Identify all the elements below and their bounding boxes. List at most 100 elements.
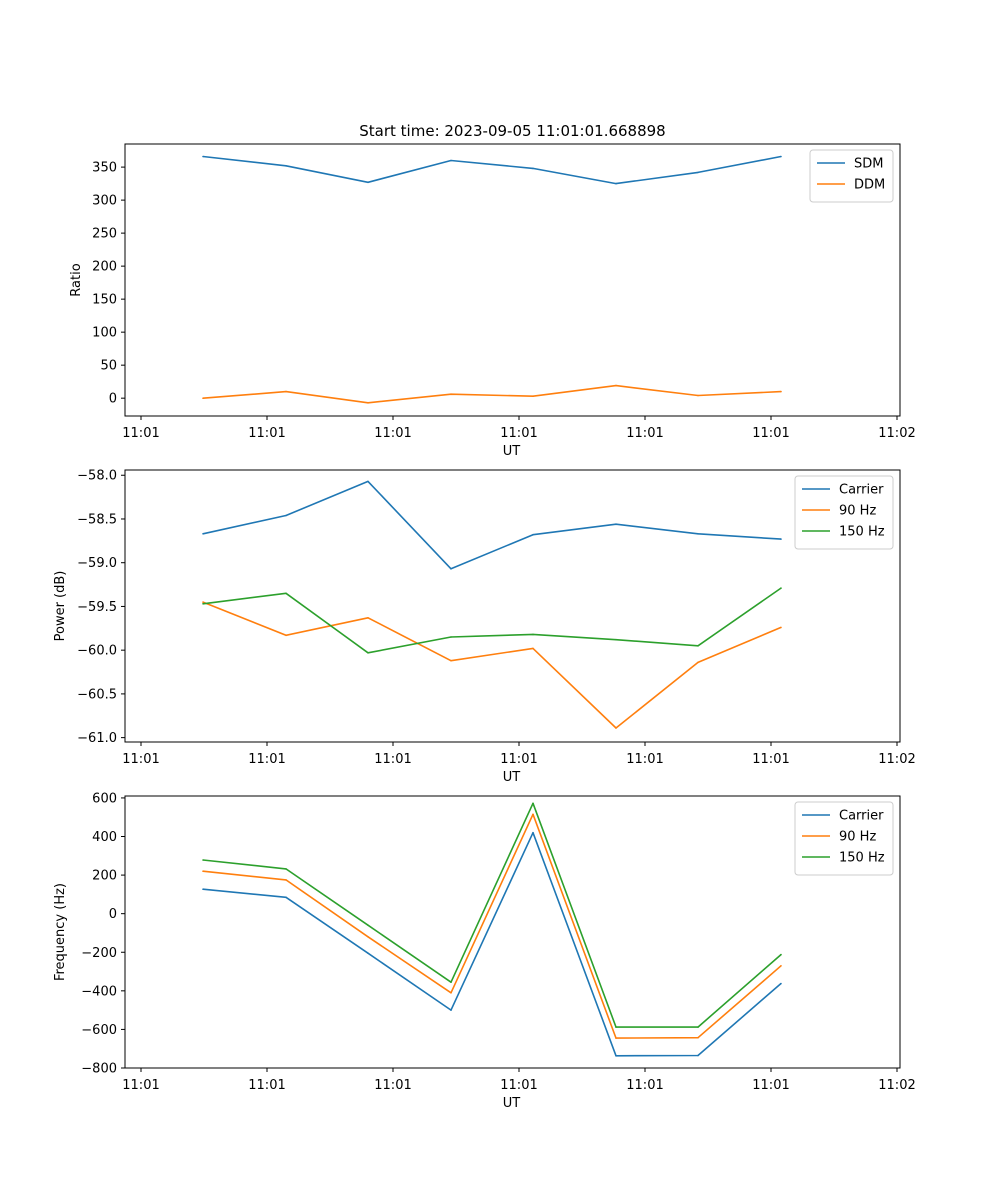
legend-label: SDM bbox=[854, 157, 883, 172]
data-point bbox=[367, 181, 369, 184]
x-tick-label: 11:01 bbox=[626, 426, 663, 441]
data-point bbox=[697, 661, 699, 664]
x-tick-label: 11:01 bbox=[374, 752, 411, 767]
data-point bbox=[615, 182, 617, 185]
data-point bbox=[285, 896, 287, 899]
x-tick-label: 11:01 bbox=[248, 752, 285, 767]
legend-label: Carrier bbox=[839, 809, 884, 824]
legend-label: 90 Hz bbox=[839, 830, 876, 845]
x-axis-label: UT bbox=[503, 770, 521, 785]
y-tick-label: 350 bbox=[92, 161, 117, 176]
y-tick-label: −60.0 bbox=[77, 644, 117, 659]
y-tick-label: 0 bbox=[109, 907, 117, 922]
y-tick-label: −58.5 bbox=[77, 512, 117, 527]
data-point bbox=[780, 155, 782, 158]
data-point bbox=[532, 633, 534, 636]
data-point bbox=[450, 1009, 452, 1011]
series-line-90-hz bbox=[202, 601, 782, 729]
data-point bbox=[367, 936, 369, 938]
y-tick-label: −61.0 bbox=[77, 731, 117, 746]
data-point bbox=[202, 533, 204, 535]
y-tick-label: 200 bbox=[92, 260, 117, 275]
data-point bbox=[532, 395, 534, 398]
data-point bbox=[450, 981, 452, 983]
data-point bbox=[202, 397, 204, 400]
data-point bbox=[780, 626, 782, 629]
legend-label: DDM bbox=[854, 178, 885, 193]
data-point bbox=[367, 480, 369, 483]
y-tick-label: 50 bbox=[100, 359, 117, 374]
x-tick-label: 11:01 bbox=[626, 752, 663, 767]
series-line-carrier bbox=[202, 831, 782, 1057]
data-point bbox=[780, 965, 782, 967]
y-tick-label: 150 bbox=[92, 293, 117, 308]
data-point bbox=[697, 533, 699, 535]
data-point bbox=[367, 952, 369, 954]
y-tick-label: 200 bbox=[92, 869, 117, 884]
axes-frame-1 bbox=[124, 143, 901, 417]
data-point bbox=[532, 167, 534, 170]
data-point bbox=[615, 384, 617, 387]
y-tick-label: −59.5 bbox=[77, 600, 117, 615]
y-tick-label: 600 bbox=[92, 791, 117, 806]
series-line-carrier bbox=[202, 480, 782, 570]
x-tick-label: 11:01 bbox=[500, 752, 537, 767]
x-tick-label: 11:01 bbox=[500, 1078, 537, 1093]
data-point bbox=[202, 859, 204, 861]
y-tick-label: −800 bbox=[81, 1062, 117, 1077]
series-line-sdm bbox=[202, 155, 782, 185]
data-point bbox=[285, 868, 287, 870]
y-tick-label: −200 bbox=[81, 946, 117, 961]
y-tick-label: −400 bbox=[81, 984, 117, 999]
data-point bbox=[367, 617, 369, 619]
x-tick-label: 11:01 bbox=[752, 752, 789, 767]
data-point bbox=[697, 171, 699, 174]
data-point bbox=[697, 645, 699, 647]
data-point bbox=[202, 870, 204, 872]
data-point bbox=[202, 601, 204, 603]
data-point bbox=[450, 568, 452, 570]
data-point bbox=[450, 992, 452, 994]
x-axis-label: UT bbox=[503, 1096, 521, 1111]
data-point bbox=[780, 587, 782, 589]
data-point bbox=[697, 1026, 699, 1028]
x-tick-label: 11:02 bbox=[878, 426, 915, 441]
x-tick-label: 11:01 bbox=[752, 426, 789, 441]
y-axis-label: Ratio bbox=[69, 263, 84, 296]
y-axis-label: Power (dB) bbox=[53, 571, 68, 642]
legend-label: 150 Hz bbox=[839, 851, 885, 866]
legend-label: Carrier bbox=[839, 483, 884, 498]
data-point bbox=[615, 727, 617, 729]
data-point bbox=[202, 603, 204, 605]
data-point bbox=[285, 390, 287, 393]
x-tick-label: 11:01 bbox=[626, 1078, 663, 1093]
data-point bbox=[615, 1026, 617, 1028]
y-tick-label: −58.0 bbox=[77, 469, 117, 484]
data-point bbox=[285, 634, 287, 637]
data-point bbox=[780, 982, 782, 985]
data-point bbox=[697, 394, 699, 397]
data-point bbox=[450, 393, 452, 396]
data-point bbox=[532, 831, 534, 834]
data-point bbox=[450, 159, 452, 162]
y-tick-label: 400 bbox=[92, 830, 117, 845]
x-tick-label: 11:02 bbox=[878, 1078, 915, 1093]
data-point bbox=[450, 636, 452, 638]
x-tick-label: 11:02 bbox=[878, 752, 915, 767]
axes-frame-2 bbox=[124, 469, 901, 743]
y-tick-label: −600 bbox=[81, 1023, 117, 1038]
data-point bbox=[697, 1036, 699, 1039]
data-point bbox=[780, 953, 782, 956]
series-line-ddm bbox=[202, 384, 782, 404]
data-point bbox=[697, 1054, 699, 1057]
x-tick-label: 11:01 bbox=[374, 426, 411, 441]
chart-title: Start time: 2023-09-05 11:01:01.668898 bbox=[359, 122, 665, 140]
data-point bbox=[532, 802, 534, 805]
data-point bbox=[202, 888, 204, 890]
series-line-150-hz bbox=[202, 802, 782, 1028]
data-point bbox=[532, 533, 534, 536]
data-point bbox=[532, 647, 534, 650]
x-tick-label: 11:01 bbox=[248, 426, 285, 441]
x-axis-label: UT bbox=[503, 444, 521, 459]
data-point bbox=[780, 538, 782, 540]
